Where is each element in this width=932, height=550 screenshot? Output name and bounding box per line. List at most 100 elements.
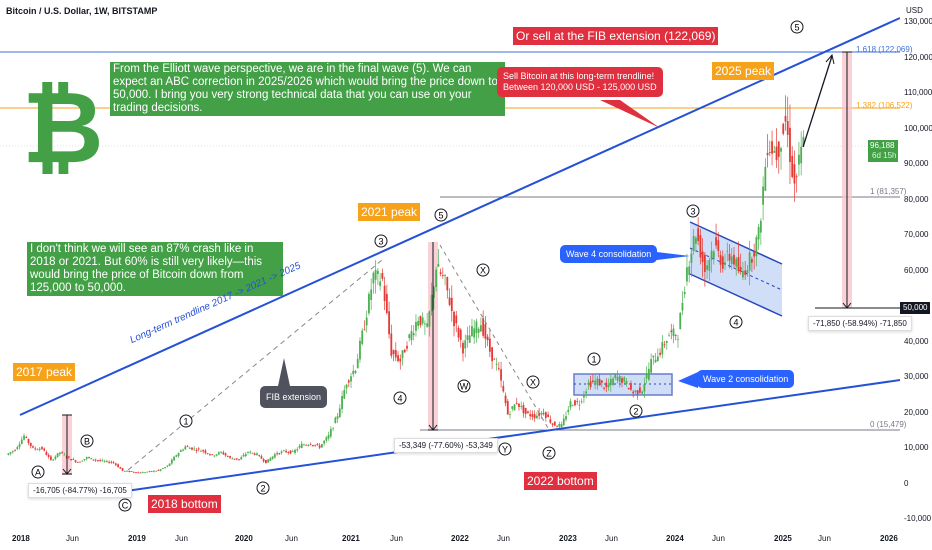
candle: [27, 438, 30, 443]
candle: [784, 115, 787, 122]
candle: [352, 370, 355, 375]
candle: [307, 444, 310, 446]
candle: [484, 324, 487, 339]
candle: [670, 330, 673, 333]
candle: [551, 423, 554, 425]
wave-label-circle: [434, 208, 448, 222]
candle: [155, 470, 158, 472]
candle: [108, 461, 111, 463]
candle: [699, 235, 702, 258]
measure-2021-label: -53,349 (-77.60%) -53,349: [394, 438, 498, 453]
candle: [764, 166, 767, 191]
wave-label-circle: [457, 379, 471, 393]
candle: [368, 293, 370, 314]
candle: [226, 456, 229, 457]
measure-arrows: [62, 51, 852, 475]
candle: [656, 356, 659, 362]
candle: [419, 315, 422, 326]
candle: [7, 453, 10, 455]
candle: [647, 368, 650, 380]
price-tick: -10,000: [904, 514, 932, 523]
candle: [753, 252, 756, 257]
candle: [36, 449, 39, 451]
candle: [345, 384, 348, 389]
candle: [157, 470, 160, 472]
candle: [639, 387, 641, 393]
candle: [773, 151, 776, 153]
peak-2017-label: 2017 peak: [13, 363, 76, 381]
wave-label-circle: [526, 375, 540, 389]
candle: [692, 236, 695, 252]
candle: [412, 333, 415, 336]
candle: [18, 444, 21, 448]
candle: [719, 255, 722, 265]
candle: [569, 401, 572, 408]
candle: [560, 424, 563, 428]
candle: [589, 381, 592, 387]
candle: [768, 152, 771, 153]
candle: [231, 458, 234, 460]
candle: [200, 450, 202, 452]
candle: [170, 459, 173, 464]
candle: [390, 333, 393, 356]
peak-2021-label: 2021 peak: [358, 203, 421, 221]
price-tick: 80,000: [904, 194, 929, 204]
candle: [179, 450, 182, 452]
target-price-badge: [900, 302, 930, 314]
candle: [634, 390, 637, 392]
candle: [81, 460, 84, 462]
wave-label: 4: [733, 318, 738, 328]
candle: [309, 444, 312, 446]
time-tick: 2025: [774, 534, 792, 543]
candle: [446, 277, 449, 291]
candle: [381, 272, 384, 279]
candle: [38, 448, 41, 450]
candle: [558, 423, 561, 427]
candle: [370, 289, 373, 300]
candle: [276, 453, 279, 455]
candle: [376, 270, 379, 274]
bitcoin-logo-icon: ₿: [22, 72, 104, 184]
candle: [224, 453, 227, 456]
candle: [542, 413, 545, 415]
candle: [614, 374, 617, 378]
candle: [623, 377, 626, 382]
candle: [296, 449, 299, 451]
candle: [468, 335, 471, 343]
time-tick: Jun: [285, 534, 298, 543]
wave2-callout-tail: [678, 372, 698, 388]
candle: [424, 323, 426, 325]
candle: [213, 455, 216, 457]
candle: [493, 358, 496, 360]
candle: [164, 467, 167, 469]
candle: [235, 458, 238, 460]
candle: [50, 456, 52, 460]
candle: [408, 334, 411, 339]
candle: [41, 447, 43, 449]
wave-labels: A B C 1 2 3 4 5 W X X Y Z 1 2 3 4 5: [31, 20, 804, 512]
candle: [119, 467, 122, 469]
candle: [305, 444, 308, 446]
candle: [273, 454, 276, 458]
candle: [782, 123, 785, 134]
wave-label-circle: [118, 498, 132, 512]
wave4-callout: Wave 4 consolidation: [560, 245, 658, 263]
candle: [721, 256, 724, 269]
current-price: 96,188: [870, 141, 895, 150]
candle: [466, 335, 469, 341]
wave-label-circle: [256, 481, 270, 495]
price-tick: 40,000: [904, 336, 929, 346]
candle: [544, 412, 547, 418]
candle: [659, 352, 661, 355]
crash-note: I don't think we will see an 87% crash l…: [27, 242, 283, 296]
candle: [473, 328, 476, 338]
candle: [706, 265, 709, 270]
candle: [791, 155, 794, 177]
fib-callout-tail: [278, 358, 290, 386]
candle: [697, 228, 700, 241]
candle: [531, 414, 534, 417]
candle: [504, 395, 507, 404]
candle: [591, 380, 594, 382]
candle: [341, 396, 343, 410]
